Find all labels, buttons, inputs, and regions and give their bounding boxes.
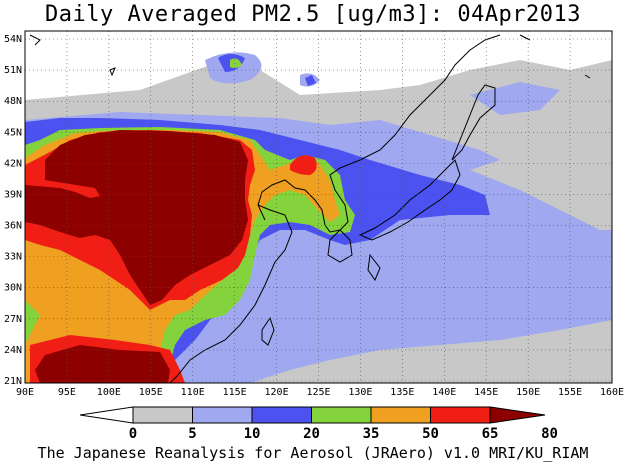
lon-tick-label: 95E [58, 387, 76, 398]
lon-tick-label: 125E [306, 387, 330, 398]
lon-tick-label: 110E [181, 387, 205, 398]
latitude-labels: 54N 51N 48N 45N 42N 39N 36N 33N 30N 27N 24N 21N [4, 34, 22, 387]
longitude-labels: 90E 95E 100E 105E 110E 115E 120E 125E 130E 135E 14… [16, 387, 624, 398]
lat-tick-label: 45N [4, 127, 22, 138]
lon-tick-label: 150E [516, 387, 540, 398]
colorbar-level-label: 50 [422, 426, 439, 442]
lon-tick-label: 105E [139, 387, 163, 398]
colorbar-arrow-high [489, 406, 546, 424]
lat-tick-label: 39N [4, 189, 22, 200]
lon-tick-label: 145E [474, 387, 498, 398]
lat-tick-label: 33N [4, 252, 22, 263]
map-title: Daily Averaged PM2.5 [ug/m3]: 04Apr2013 [44, 2, 582, 27]
lon-tick-label: 140E [432, 387, 456, 398]
lat-lon-grid [25, 31, 612, 383]
coastlines [29, 34, 591, 383]
lat-tick-label: 48N [4, 96, 22, 107]
footer-credit: The Japanese Reanalysis for Aerosol (JRA… [37, 444, 589, 462]
colorbar-level-label: 5 [188, 426, 196, 442]
lon-tick-label: 100E [97, 387, 121, 398]
lon-tick-label: 135E [390, 387, 414, 398]
colorbar-swatch [132, 406, 193, 424]
level-80-plus-region [25, 130, 248, 383]
colorbar-swatch [311, 406, 372, 424]
lat-tick-label: 54N [4, 34, 22, 45]
colorbar-level-label: 10 [244, 426, 261, 442]
colorbar-level-label: 65 [482, 426, 499, 442]
colorbar-swatch [430, 406, 491, 424]
map-frame [24, 30, 613, 384]
lon-tick-label: 130E [348, 387, 372, 398]
colorbar-swatch [192, 406, 253, 424]
lon-tick-label: 120E [265, 387, 289, 398]
lat-tick-label: 24N [4, 345, 22, 356]
colorbar-level-label: 80 [541, 426, 558, 442]
lat-tick-label: 51N [4, 65, 22, 76]
colorbar: 0 5 10 20 35 50 65 80 [79, 406, 558, 442]
lon-tick-label: 155E [558, 387, 582, 398]
colorbar-level-label: 35 [363, 426, 380, 442]
colorbar-level-label: 20 [303, 426, 320, 442]
lat-tick-label: 42N [4, 158, 22, 169]
lat-tick-label: 30N [4, 283, 22, 294]
lat-tick-label: 27N [4, 314, 22, 325]
lat-tick-label: 21N [4, 376, 22, 387]
lon-tick-label: 160E [600, 387, 624, 398]
colorbar-arrow-low [79, 406, 134, 424]
lat-tick-label: 36N [4, 221, 22, 232]
colorbar-swatch [370, 406, 431, 424]
colorbar-swatch [251, 406, 312, 424]
lon-tick-label: 90E [16, 387, 34, 398]
lon-tick-label: 115E [223, 387, 247, 398]
colorbar-level-label: 0 [129, 426, 137, 442]
